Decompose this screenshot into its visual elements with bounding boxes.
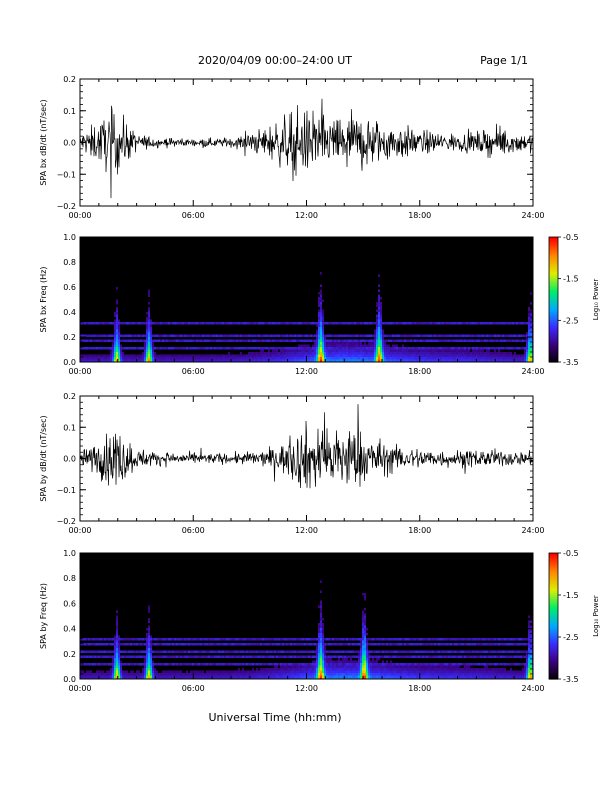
x-tick-label: 06:00	[182, 367, 205, 376]
y-tick-label: 1.0	[63, 233, 76, 242]
x-tick-label: 24:00	[521, 684, 544, 693]
panel-4: 00:00 06:00 12:00 18:00 24:00 1.0 0.8 0.6 0.4 0.2…	[39, 549, 600, 693]
y-tick-label: 0.0	[63, 139, 76, 148]
colorbar-tick-label: -1.5	[563, 275, 579, 284]
x-tick-label: 12:00	[295, 211, 318, 220]
y-tick-label: −0.1	[57, 486, 76, 495]
colorbar: -0.5 -1.5 -2.5 -3.5 Log₁₀ Power	[549, 233, 600, 367]
colorbar-tick-label: -3.5	[563, 675, 579, 684]
y-tick-label: 0.0	[63, 675, 76, 684]
y-tick-label: 1.0	[63, 549, 76, 558]
colorbar: -0.5 -1.5 -2.5 -3.5 Log₁₀ Power	[549, 549, 600, 684]
x-tick-label: 12:00	[295, 526, 318, 535]
colorbar-tick-label: -1.5	[563, 591, 579, 600]
y-tick-label: 0.1	[63, 423, 76, 432]
x-tick-label: 00:00	[68, 367, 91, 376]
x-tick-label: 18:00	[408, 367, 431, 376]
panels: 00:00 06:00 12:00 18:00 24:00 0.2 0.1 0.0 −0.1 −0…	[39, 75, 600, 693]
x-tick-label: 18:00	[408, 684, 431, 693]
x-tick-label: 06:00	[182, 684, 205, 693]
y-tick-label: 0.0	[63, 455, 76, 464]
dbdt-trace	[80, 404, 533, 488]
colorbar-tick-label: -2.5	[563, 316, 579, 325]
dbdt-trace	[80, 99, 533, 198]
x-tick-label: 06:00	[182, 526, 205, 535]
panel-1: 00:00 06:00 12:00 18:00 24:00 0.2 0.1 0.0 −0.1 −0…	[39, 75, 545, 220]
y-tick-label: 0.8	[63, 258, 76, 267]
x-tick-label: 06:00	[182, 211, 205, 220]
y-tick-label: 0.1	[63, 107, 76, 116]
x-tick-label: 12:00	[295, 367, 318, 376]
panel-2: 00:00 06:00 12:00 18:00 24:00 1.0 0.8 0.6 0.4 0.2…	[39, 233, 600, 376]
x-tick-label: 18:00	[408, 526, 431, 535]
x-tick-label: 24:00	[521, 367, 544, 376]
y-tick-label: −0.2	[57, 202, 76, 211]
y-tick-label: 0.4	[63, 625, 76, 634]
y-axis-label: SPA bx Freq (Hz)	[39, 267, 48, 333]
y-axis-label: SPA bx dB/dt (nT/sec)	[39, 99, 48, 185]
x-tick-label: 00:00	[68, 684, 91, 693]
x-axis-label: Universal Time (hh:mm)	[209, 711, 342, 724]
y-tick-label: 0.2	[63, 392, 76, 401]
y-tick-label: 0.8	[63, 574, 76, 583]
x-tick-label: 24:00	[521, 526, 544, 535]
panel-3: 00:00 06:00 12:00 18:00 24:00 0.2 0.1 0.0 −0.1 −0…	[39, 392, 545, 535]
x-tick-label: 00:00	[68, 211, 91, 220]
y-tick-label: −0.2	[57, 517, 76, 526]
y-axis-label: SPA by dB/dt (nT/sec)	[39, 415, 48, 501]
y-tick-label: 0.2	[63, 650, 76, 659]
colorbar-tick-label: -0.5	[563, 549, 579, 558]
y-axis-label: SPA by Freq (Hz)	[39, 583, 48, 649]
y-tick-label: 0.4	[63, 308, 76, 317]
y-tick-label: 0.6	[63, 599, 76, 608]
colorbar-label: Log₁₀ Power	[592, 595, 600, 637]
x-tick-label: 12:00	[295, 684, 318, 693]
colorbar-tick-label: -3.5	[563, 358, 579, 367]
colorbar-label: Log₁₀ Power	[592, 279, 600, 321]
y-tick-label: 0.2	[63, 75, 76, 84]
y-tick-label: −0.1	[57, 170, 76, 179]
page-number: Page 1/1	[480, 54, 528, 67]
y-tick-label: 0.6	[63, 283, 76, 292]
colorbar-tick-label: -0.5	[563, 233, 579, 242]
x-tick-label: 18:00	[408, 211, 431, 220]
figure-title: 2020/04/09 00:00–24:00 UT	[198, 54, 352, 67]
y-tick-label: 0.2	[63, 333, 76, 342]
y-tick-label: 0.0	[63, 358, 76, 367]
x-tick-label: 24:00	[521, 211, 544, 220]
x-tick-label: 00:00	[68, 526, 91, 535]
colorbar-tick-label: -2.5	[563, 633, 579, 642]
